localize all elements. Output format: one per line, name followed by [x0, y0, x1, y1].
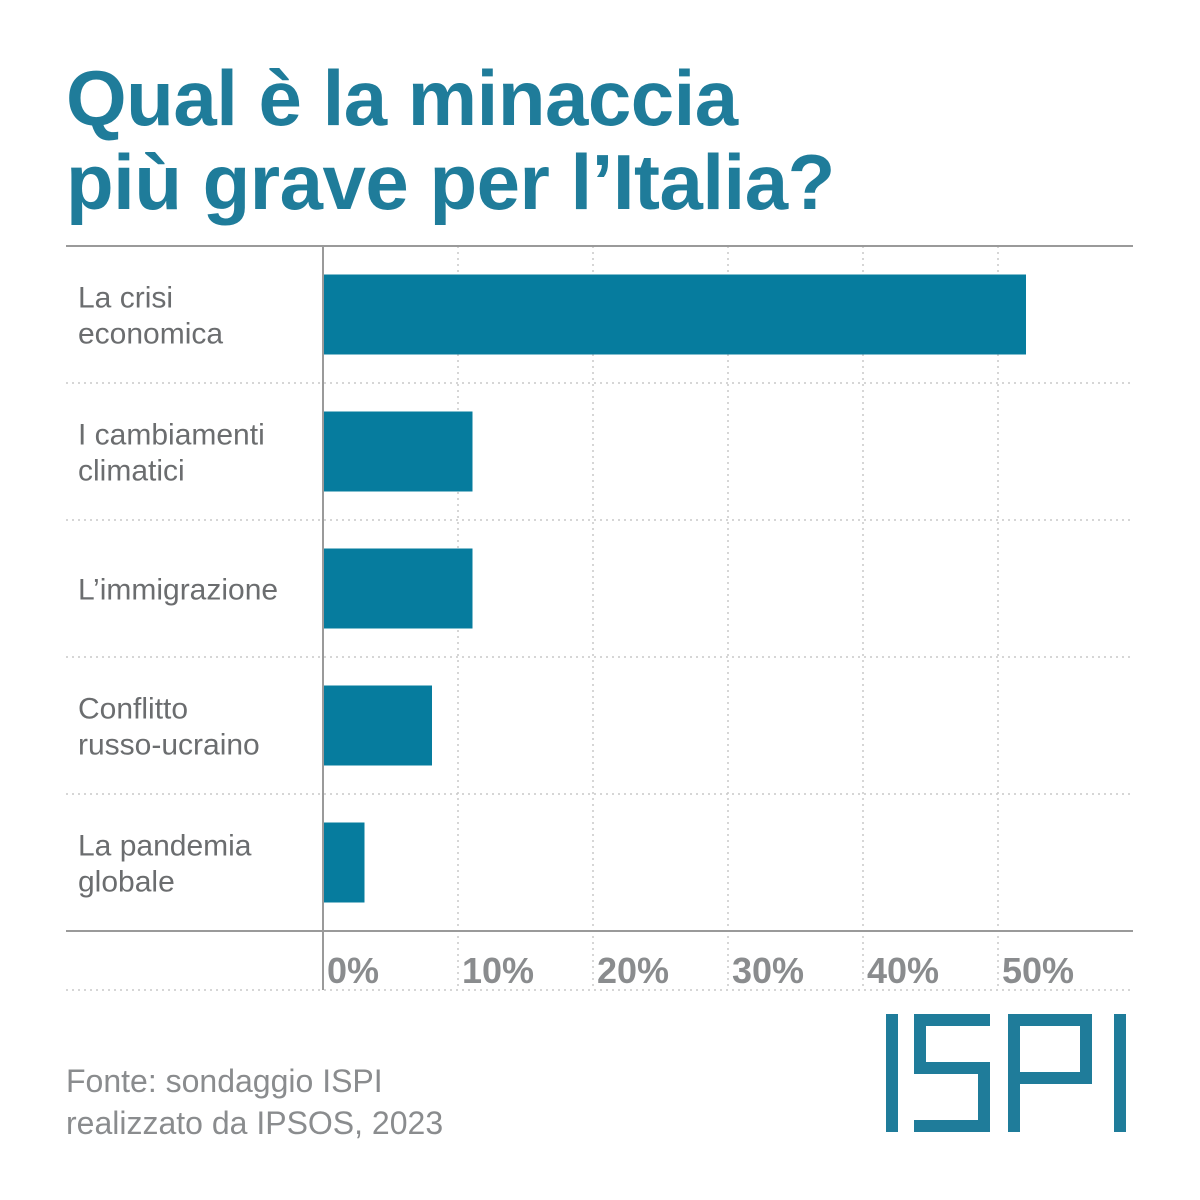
- x-tick-label: 40%: [867, 950, 939, 991]
- category-label: I cambiamenti: [78, 419, 265, 452]
- bar: [324, 548, 473, 629]
- category-label: globale: [78, 866, 175, 899]
- source-note: Fonte: sondaggio ISPI realizzato da IPSO…: [66, 1060, 443, 1144]
- bar: [324, 274, 1026, 355]
- category-label: russo-ucraino: [78, 729, 260, 762]
- category-label: climatici: [78, 455, 185, 488]
- bar: [324, 822, 365, 903]
- x-tick-label: 30%: [732, 950, 804, 991]
- title-line-1: Qual è la minaccia: [66, 54, 738, 142]
- category-label: L’immigrazione: [78, 574, 278, 607]
- title-line-2: più grave per l’Italia?: [66, 138, 835, 226]
- source-line-2: realizzato da IPSOS, 2023: [66, 1105, 444, 1141]
- category-label: economica: [78, 318, 223, 351]
- category-label: Conflitto: [78, 693, 188, 726]
- x-tick-label: 0%: [327, 950, 379, 991]
- source-line-1: Fonte: sondaggio ISPI: [66, 1063, 383, 1099]
- chart-title: Qual è la minaccia più grave per l’Itali…: [66, 56, 1146, 224]
- bar: [324, 685, 432, 766]
- bar: [324, 411, 473, 492]
- category-label: La pandemia: [78, 830, 252, 863]
- x-tick-label: 50%: [1002, 950, 1074, 991]
- x-tick-label: 20%: [597, 950, 669, 991]
- ispi-logo: [886, 1014, 1126, 1132]
- category-label: La crisi: [78, 282, 173, 315]
- x-tick-label: 10%: [462, 950, 534, 991]
